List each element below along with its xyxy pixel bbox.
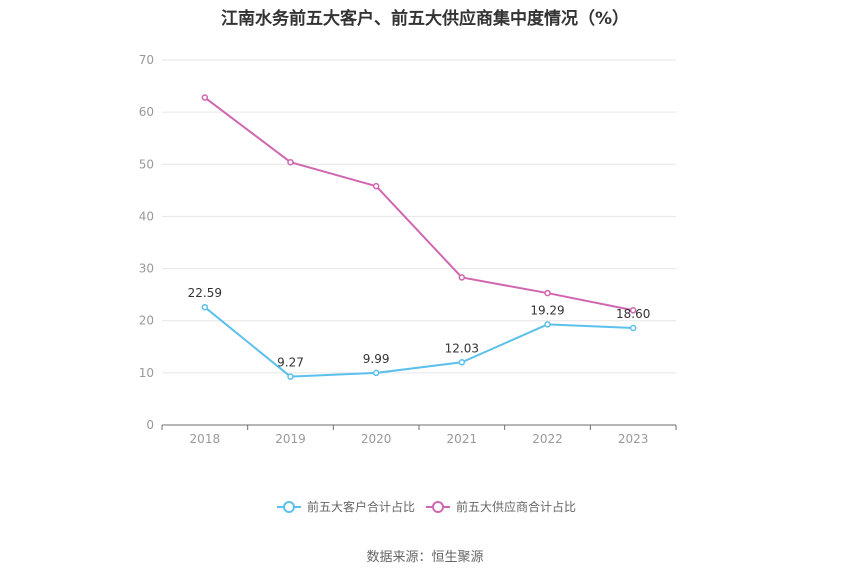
label-layer: 22.59 9.27 9.99 12.03 19.29 18.60 <box>188 286 651 369</box>
series-layer <box>201 94 637 380</box>
legend-layer: 前五大客户合计占比 前五大供应商合计占比 <box>277 499 576 514</box>
data-label: 18.60 <box>616 307 650 321</box>
y-tick-label: 30 <box>139 262 154 276</box>
data-point <box>287 373 294 380</box>
data-point <box>629 307 637 314</box>
axis-layer: 0 10 20 30 40 50 60 70 2018 2019 2020 2021 2022 2023 <box>139 53 677 446</box>
x-tick-label: 2021 <box>447 432 478 446</box>
series-line-1 <box>204 96 634 312</box>
legend-marker-icon <box>283 501 295 513</box>
y-tick-label: 0 <box>146 418 154 432</box>
source-note: 数据来源：恒生聚源 <box>366 550 484 565</box>
x-tick-label: 2018 <box>190 432 221 446</box>
legend-item-0: 前五大客户合计占比 <box>277 499 415 514</box>
data-point <box>629 324 637 332</box>
data-point <box>372 182 380 190</box>
series-line-0 <box>204 306 634 378</box>
data-point <box>372 369 380 377</box>
grid-layer <box>162 59 676 374</box>
y-tick-label: 70 <box>139 53 154 67</box>
y-tick-label: 50 <box>139 157 154 171</box>
y-tick-label: 60 <box>139 105 154 119</box>
x-tick-label: 2022 <box>532 432 563 446</box>
legend-label: 前五大客户合计占比 <box>307 499 415 514</box>
y-tick-label: 40 <box>139 209 154 223</box>
data-point <box>287 158 294 166</box>
data-point <box>458 274 466 281</box>
data-label: 9.99 <box>363 352 390 366</box>
x-tick-label: 2019 <box>275 432 306 446</box>
data-point <box>201 303 209 311</box>
data-point <box>201 94 209 101</box>
data-point <box>544 321 551 328</box>
legend-label: 前五大供应商合计占比 <box>456 499 576 514</box>
data-label: 12.03 <box>445 341 479 355</box>
data-point <box>458 359 466 366</box>
chart-title: 江南水务前五大客户、前五大供应商集中度情况（%） <box>220 9 630 29</box>
x-tick-label: 2023 <box>618 432 649 446</box>
data-label: 19.29 <box>530 303 564 317</box>
data-label: 9.27 <box>277 356 304 370</box>
y-tick-label: 20 <box>139 314 154 328</box>
x-tick-label: 2020 <box>361 432 392 446</box>
legend-marker-icon <box>432 501 444 513</box>
data-label: 22.59 <box>188 286 222 300</box>
y-tick-label: 10 <box>139 366 154 380</box>
data-point <box>544 289 551 297</box>
legend-item-1: 前五大供应商合计占比 <box>426 499 576 514</box>
